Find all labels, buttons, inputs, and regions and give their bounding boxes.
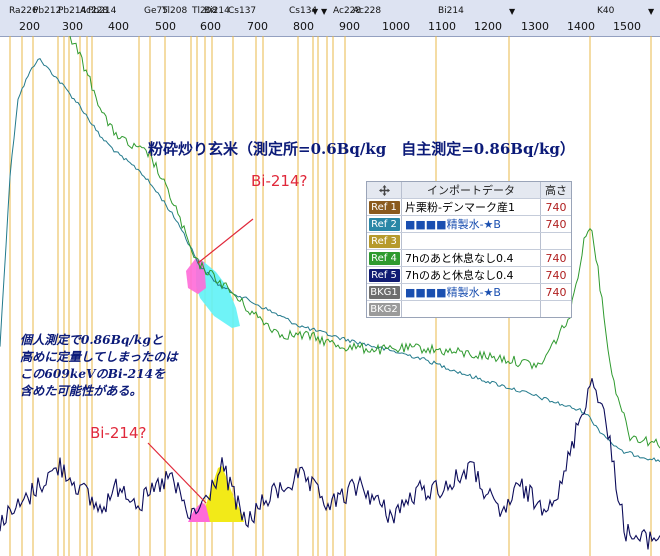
peak-label[interactable]: Cs134 [289, 6, 318, 16]
peak-label[interactable]: Ac228 [353, 6, 382, 16]
chart-title: 粉砕炒り玄米（測定所=0.6Bq/kg 自主測定=0.86Bq/kg） [148, 140, 575, 158]
peak-label[interactable]: Tl208 [162, 6, 188, 16]
reference-toggle-button[interactable]: Ref 1 [368, 200, 400, 214]
tick-label: 1400 [567, 20, 595, 33]
peak-label[interactable]: Pb214 [58, 6, 87, 16]
energy-ruler[interactable]: 200 300 400 500 600 700 800 900 1000 110… [0, 0, 660, 37]
reference-height: 740 [545, 217, 567, 231]
reference-height [541, 301, 571, 317]
peak-label[interactable]: Ge75 [144, 6, 168, 16]
peak-label[interactable]: Pb214 [88, 6, 117, 16]
reference-toggle-button[interactable]: BKG2 [368, 302, 400, 316]
reference-row[interactable]: Ref 5 7hのあと休息なし0.4 740 [367, 267, 571, 284]
tick-label: 1500 [613, 20, 641, 33]
note-line: この609keVのBi-214を [20, 367, 166, 381]
marker-arrow-icon[interactable]: ▼ [321, 7, 328, 16]
tick-label: 300 [62, 20, 83, 33]
spectrum-traces [0, 36, 660, 550]
reference-row[interactable]: Ref 4 7hのあと休息なし0.4 740 [367, 250, 571, 267]
peak-label[interactable]: Ac228 [333, 6, 362, 16]
reference-table[interactable]: インポートデータ 高さ Ref 1 片栗粉-デンマーク産1 740 Ref 2 ■■■■… [366, 181, 572, 318]
reference-toggle-button[interactable]: Ref 5 [368, 268, 400, 282]
peak-label[interactable]: Pb212 [33, 6, 62, 16]
peak-label[interactable]: Ra226 [9, 6, 38, 16]
spectrum-trace-green [69, 36, 660, 449]
tick-label: 700 [247, 20, 268, 33]
reference-name [402, 233, 541, 249]
marker-arrow-icon[interactable]: ▼ [648, 7, 655, 16]
peak-label[interactable]: Tl208 [192, 6, 218, 16]
peak-label[interactable]: Cs137 [228, 6, 257, 16]
peak-label[interactable]: Bi214 [204, 6, 230, 16]
reference-row[interactable]: Ref 3 [367, 233, 571, 250]
tick-label: 500 [155, 20, 176, 33]
tick-label: 800 [293, 20, 314, 33]
note-line: 含めた可能性がある。 [20, 384, 142, 398]
import-data-header: インポートデータ [402, 182, 541, 198]
reference-toggle-button[interactable]: Ref 2 [368, 217, 400, 231]
tick-label: 400 [108, 20, 129, 33]
reference-row[interactable]: BKG2 [367, 301, 571, 317]
move-icon[interactable] [367, 182, 402, 198]
pointer-line-upper [197, 218, 254, 264]
pointer-line-lower [147, 442, 207, 504]
reference-name: 7hのあと休息なし0.4 [402, 250, 541, 266]
tick-label: 1300 [521, 20, 549, 33]
reference-name: ■■■■精製水-★B [402, 284, 541, 300]
reference-toggle-button[interactable]: Ref 4 [368, 251, 400, 265]
note-line: 高めに定量してしまったのは [20, 350, 178, 364]
peak-highlights [186, 258, 244, 522]
bi214-label-lower: Bi-214? [90, 424, 147, 442]
tick-label: 600 [200, 20, 221, 33]
tick-label: 1000 [382, 20, 410, 33]
reference-toggle-button[interactable]: BKG1 [368, 285, 400, 299]
spectrum-plot[interactable] [0, 36, 660, 556]
reference-height: 740 [545, 251, 567, 265]
marker-arrow-icon[interactable]: ▼ [312, 7, 319, 16]
reference-height [541, 233, 571, 249]
spectrum-trace-teal [0, 57, 660, 463]
highlight-pink-region [188, 502, 210, 522]
bi214-label-upper: Bi-214? [251, 172, 308, 190]
tick-label: 200 [19, 20, 40, 33]
reference-row[interactable]: Ref 2 ■■■■精製水-★B 740 [367, 216, 571, 233]
reference-table-header: インポートデータ 高さ [367, 182, 571, 199]
reference-toggle-button[interactable]: Ref 3 [368, 234, 400, 248]
height-header: 高さ [545, 184, 567, 197]
reference-name: ■■■■精製水-★B [402, 216, 541, 232]
reference-row[interactable]: Ref 1 片栗粉-デンマーク産1 740 [367, 199, 571, 216]
spectrum-canvas[interactable] [0, 36, 660, 556]
tick-label: 1200 [474, 20, 502, 33]
reference-height: 740 [545, 268, 567, 282]
highlight-yellow-region [205, 466, 244, 522]
reference-name: 片栗粉-デンマーク産1 [402, 199, 541, 215]
peak-label[interactable]: Bi214 [438, 6, 464, 16]
reference-name: 7hのあと休息なし0.4 [402, 267, 541, 283]
marker-arrow-icon[interactable]: ▼ [509, 7, 516, 16]
reference-name [402, 301, 541, 317]
tick-label: 900 [339, 20, 360, 33]
reference-height: 740 [545, 285, 567, 299]
reference-row[interactable]: BKG1 ■■■■精製水-★B 740 [367, 284, 571, 301]
explanation-note: 個人測定で0.86Bq/kgと 高めに定量してしまったのは この609keVのB… [20, 332, 178, 400]
reference-height: 740 [545, 200, 567, 214]
highlight-cyan-region [196, 258, 240, 328]
spectrum-trace-navy [0, 378, 660, 550]
highlight-pink-region [186, 258, 206, 294]
peak-label[interactable]: K40 [597, 6, 615, 16]
tick-label: 1100 [428, 20, 456, 33]
note-line: 個人測定で0.86Bq/kgと [20, 333, 164, 347]
energy-gridlines [9, 36, 652, 556]
peak-label[interactable]: Ac228 [80, 6, 109, 16]
